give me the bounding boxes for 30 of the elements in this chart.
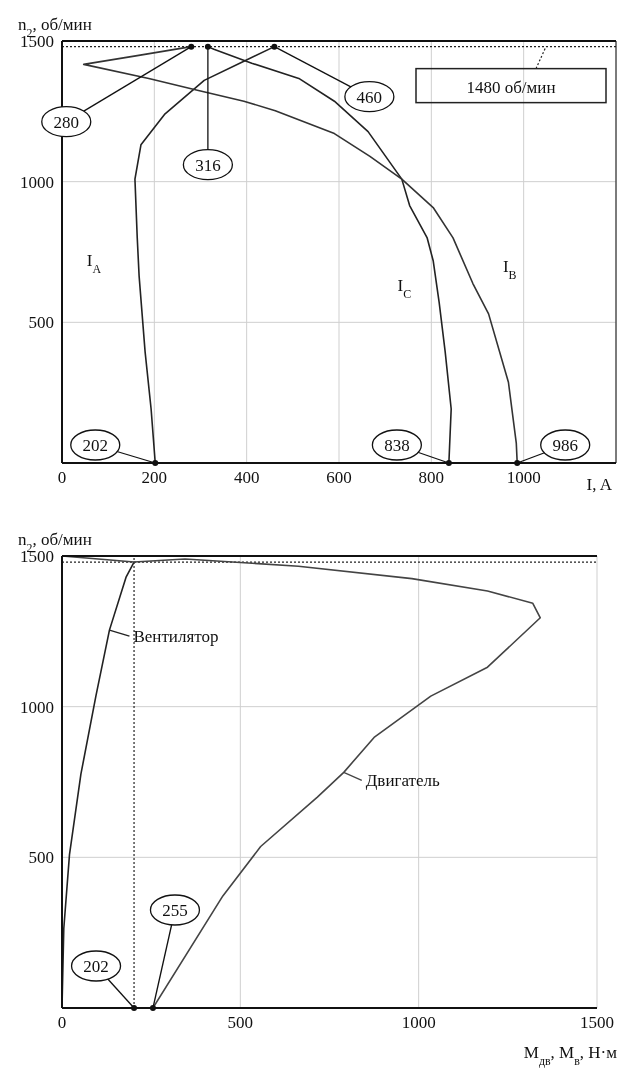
text: I$_{A}$ — [86, 250, 102, 276]
annotation: 986 — [552, 436, 578, 455]
annotation: 202 — [82, 436, 109, 455]
x-tick-label: 1000 — [401, 1013, 436, 1033]
series-label: I$_{B}$ — [502, 256, 517, 282]
annotation: 460 — [356, 87, 383, 107]
x-tick-label: 0 — [57, 1013, 67, 1033]
x-tick-label: 0 — [57, 468, 67, 488]
x-tick-label: 200 — [141, 468, 168, 488]
legend-label: Вентилятор — [133, 627, 219, 647]
x-tick-label: 500 — [227, 1013, 254, 1033]
legend-label: 1480 об/мин — [466, 77, 556, 97]
annotation: 202 — [83, 957, 109, 976]
x-tick-label: 1500 — [580, 1013, 614, 1033]
x-axis-title: M$_{дв}$, M$_{в}$, Н·м — [523, 1043, 618, 1068]
series-label: I$_{C}$ — [397, 275, 412, 301]
y-tick-label: 500 — [28, 313, 54, 333]
x-axis-title: I, A — [586, 475, 613, 494]
x-tick-label: 400 — [233, 468, 260, 488]
y-tick-label: 1000 — [20, 172, 54, 192]
y-tick-label: 1000 — [20, 697, 54, 717]
x-tick-label: 800 — [418, 468, 445, 488]
annotation: 838 — [384, 436, 410, 455]
annotation: 255 — [162, 901, 188, 920]
y-tick-label: 500 — [28, 848, 54, 868]
x-tick-label: 1000 — [506, 468, 541, 488]
x-tick-label: 600 — [326, 468, 352, 488]
annotation: 316 — [195, 155, 221, 175]
annotation: 280 — [53, 112, 80, 132]
legend-label: Двигатель — [365, 771, 441, 791]
